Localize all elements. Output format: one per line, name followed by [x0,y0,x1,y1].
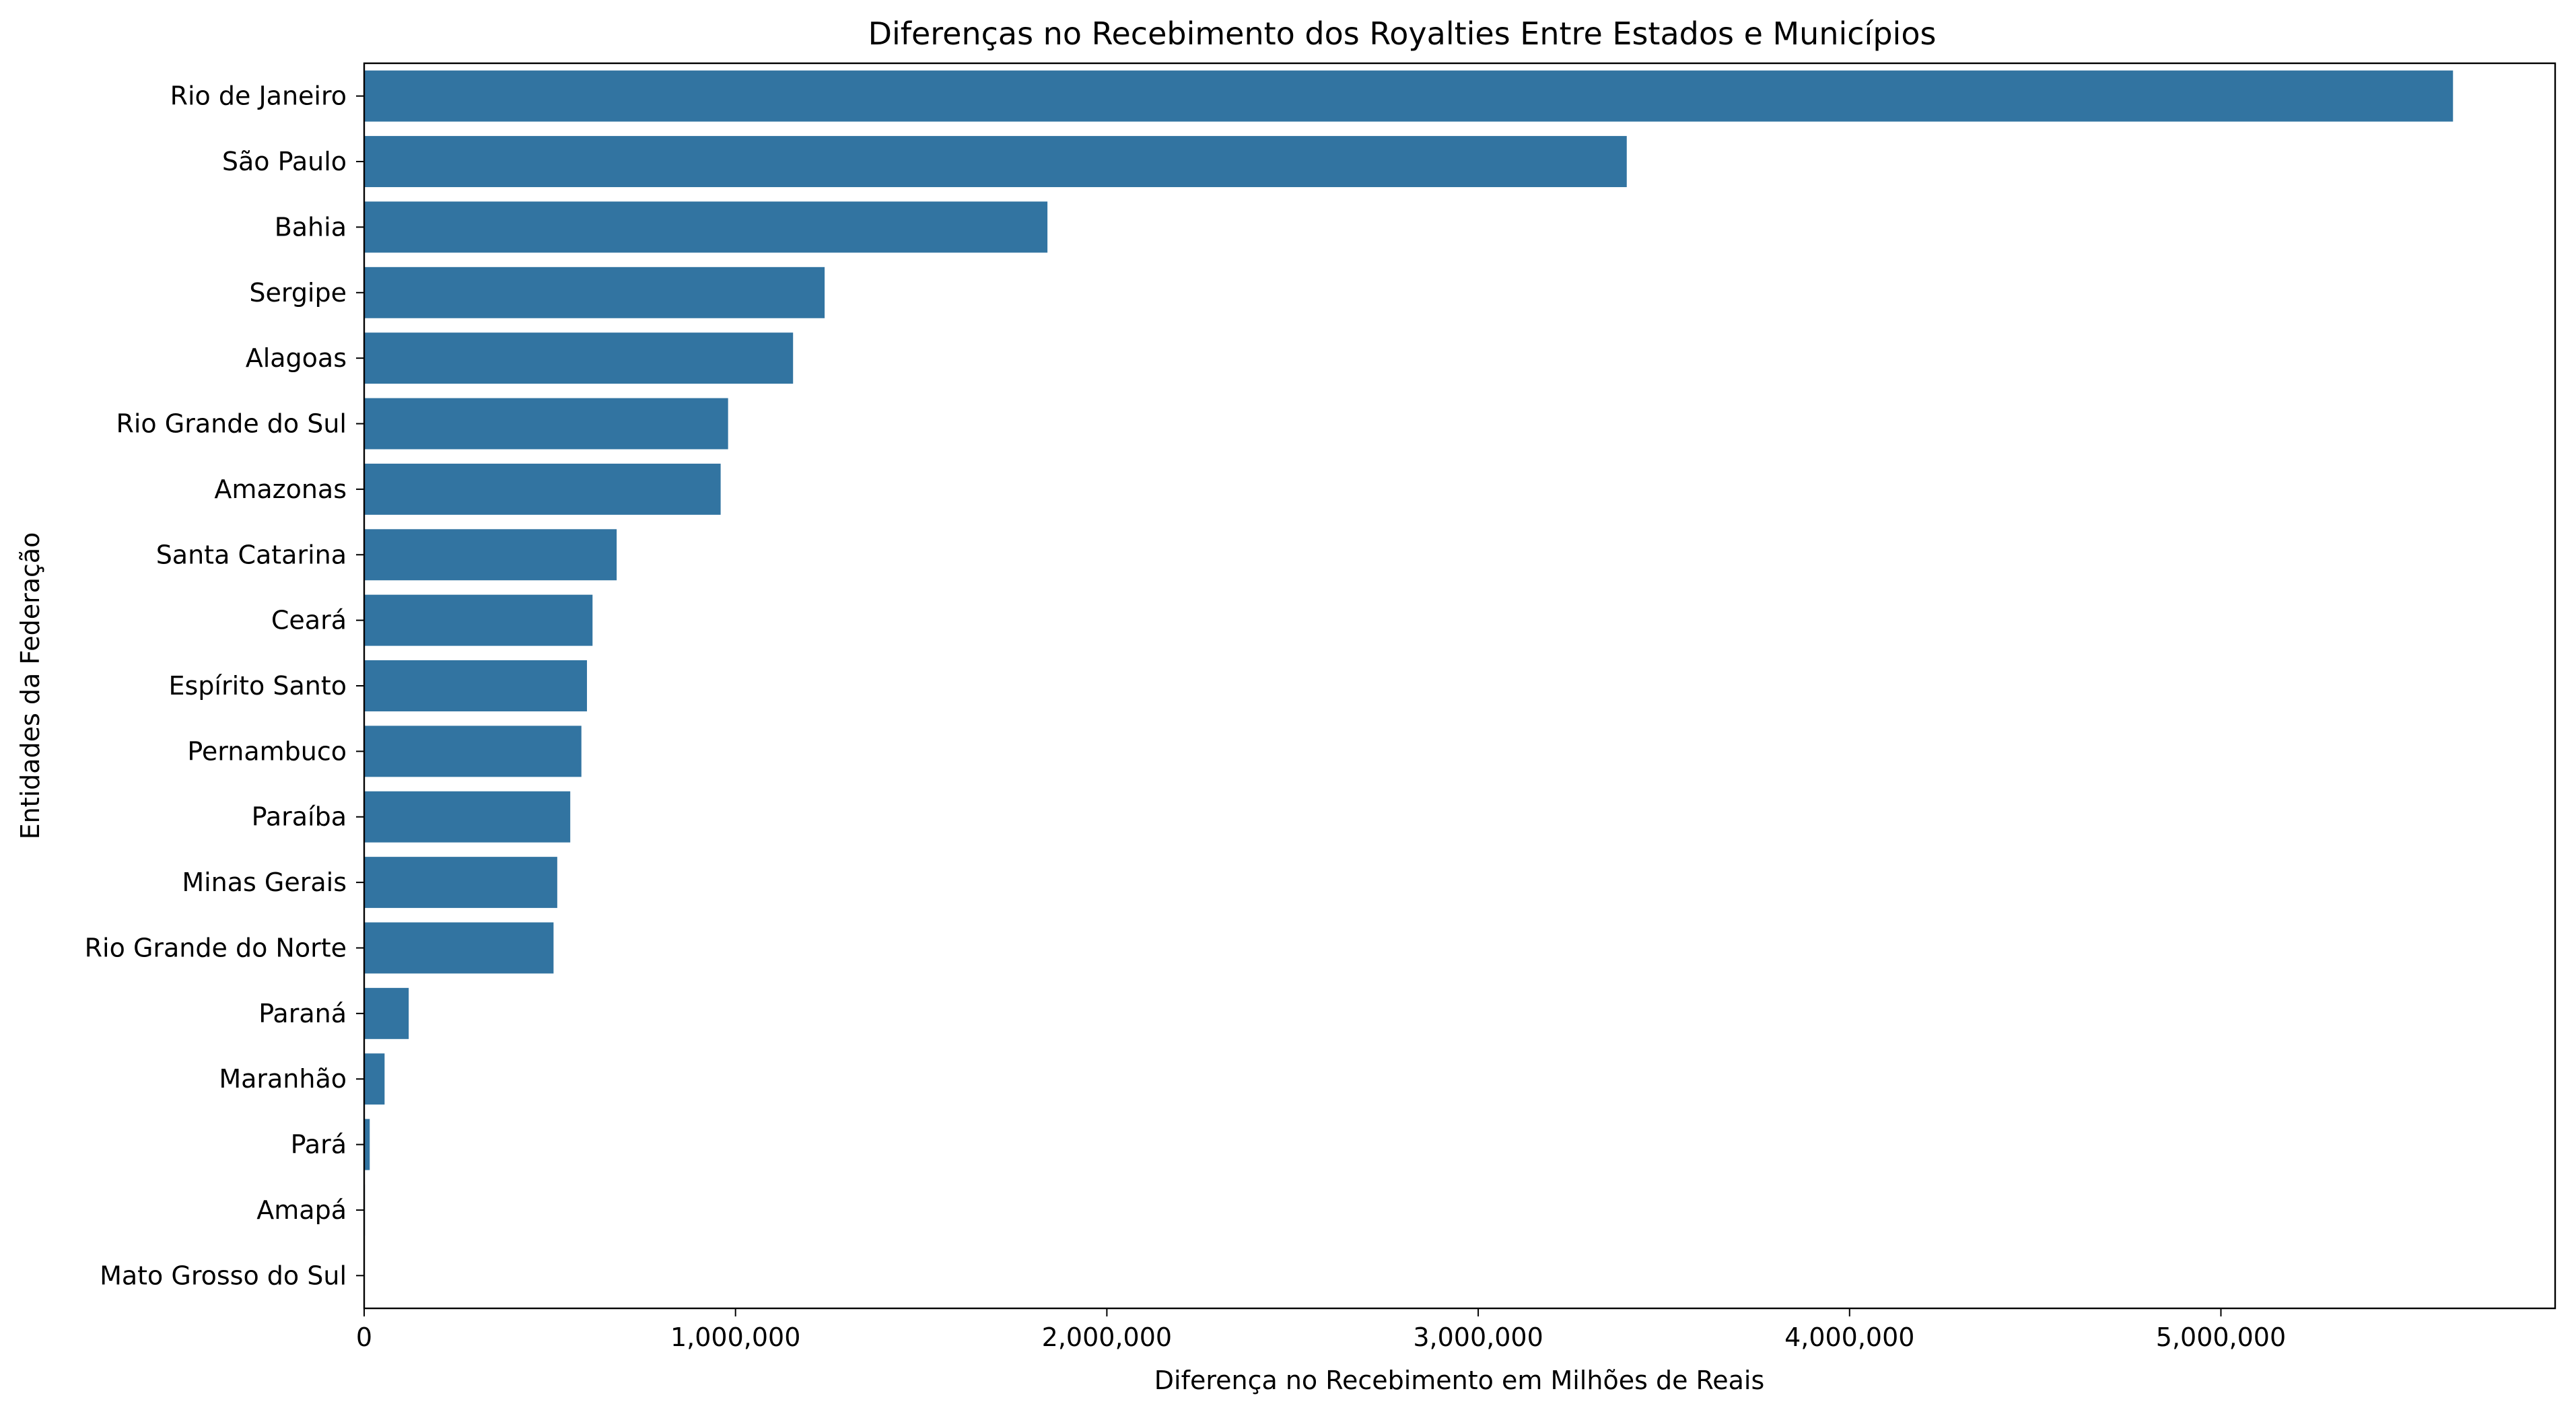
chart-title: Diferenças no Recebimento dos Royalties … [868,15,1937,52]
bar-2 [364,201,1048,253]
x-tick-label: 1,000,000 [670,1322,800,1352]
bars-group [364,70,2453,1302]
y-tick-label: Rio Grande do Sul [116,409,347,439]
bar-4 [364,332,794,384]
x-tick-label: 5,000,000 [2156,1322,2286,1352]
y-tick-label: Santa Catarina [156,540,347,569]
bar-3 [364,267,825,318]
bar-10 [364,726,582,777]
y-tick-label: Mato Grosso do Sul [100,1261,347,1290]
x-tick-label: 2,000,000 [1042,1322,1172,1352]
bar-11 [364,791,571,843]
x-tick-label: 0 [356,1322,372,1352]
y-tick-label: Minas Gerais [182,868,347,897]
y-tick-label: Rio de Janeiro [170,81,347,111]
x-axis-ticks: 0 1,000,000 2,000,000 3,000,000 4,000,000 5,0… [356,1308,2286,1352]
y-tick-label: Amapá [256,1195,347,1225]
bar-8 [364,594,593,646]
x-tick-label: 4,000,000 [1784,1322,1914,1352]
y-tick-label: São Paulo [222,147,347,176]
bar-6 [364,463,721,515]
bar-12 [364,857,557,909]
y-tick-label: Espírito Santo [168,671,347,701]
bar-14 [364,987,409,1039]
x-tick-label: 3,000,000 [1413,1322,1543,1352]
y-tick-label: Alagoas [246,343,347,373]
y-tick-label: Paraíba [252,802,347,832]
y-tick-label: Amazonas [214,474,347,504]
bar-13 [364,922,554,974]
y-axis-ticks: Rio de Janeiro São Paulo Bahia Sergipe Alago… [85,81,364,1290]
y-tick-label: Bahia [275,212,347,242]
bar-1 [364,136,1627,188]
bar-0 [364,70,2453,122]
bar-5 [364,398,728,450]
y-tick-label: Pará [291,1130,347,1160]
y-tick-label: Ceará [271,606,347,635]
y-tick-label: Rio Grande do Norte [85,933,347,962]
bar-9 [364,660,588,711]
bar-7 [364,529,617,581]
plot-frame [363,62,2556,1310]
y-tick-label: Pernambuco [187,736,347,766]
y-axis-label: Entidades da Federação [15,532,45,840]
y-tick-label: Maranhão [219,1064,347,1094]
x-axis-label: Diferença no Recebimento em Milhões de R… [1154,1366,1765,1395]
y-tick-label: Sergipe [249,278,347,308]
bar-15 [364,1053,385,1105]
bar-16 [364,1119,370,1170]
y-tick-label: Paraná [258,999,347,1028]
